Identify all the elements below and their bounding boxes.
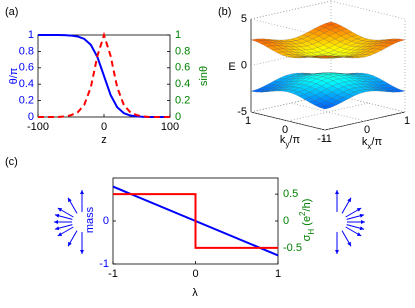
data-line (113, 193, 278, 249)
label-part: (e (301, 216, 313, 229)
z-tick-label: 0 (241, 59, 247, 71)
y2-axis-label: sinθ (198, 66, 210, 86)
z-axis-label: E (228, 61, 235, 73)
x-tick-label: 100 (161, 121, 179, 133)
y-axis-label: mass (84, 206, 96, 233)
arrow-head (54, 226, 60, 231)
panel-label: (c) (5, 156, 18, 168)
y-axis-label: ky/π (280, 134, 301, 149)
y2-tick-label: 0.2 (175, 95, 190, 107)
arrow-head (347, 197, 351, 203)
arrow-head (57, 232, 63, 236)
label-part: x (367, 142, 371, 151)
label-part: /π (371, 136, 382, 148)
y2-tick-label: 1 (175, 29, 181, 41)
box-edge (330, 0, 406, 20)
panel-label: (b) (218, 6, 231, 18)
y2-tick-label: -0.5 (283, 242, 302, 254)
surface-patch (319, 105, 331, 110)
arrow-fan (54, 190, 84, 254)
grid-line (250, 111, 326, 131)
y2-tick-label: 0.5 (283, 188, 298, 200)
arrow-head (80, 190, 84, 194)
surface-patch (319, 55, 331, 58)
y-tick-label: 0 (28, 111, 34, 123)
arrow-head (359, 213, 365, 218)
arrow-head (335, 250, 339, 254)
grid-line (250, 0, 332, 20)
y-tick-label: 0.2 (19, 95, 34, 107)
y2-tick-label: 0 (175, 111, 181, 123)
arrow-head (335, 190, 339, 194)
axes-box (250, 0, 406, 131)
label-part: k (280, 134, 286, 146)
arrow-head (361, 220, 365, 224)
y-tick-label: 0 (282, 124, 288, 136)
x-tick-label: 0 (192, 268, 198, 280)
x-tick-label: 0 (364, 124, 370, 136)
x-axis-label: λ (192, 287, 198, 299)
label-part: y (285, 140, 289, 149)
y-tick-label: -1 (99, 258, 109, 270)
x-tick-label: 0 (101, 121, 107, 133)
y-tick-label: 1 (245, 115, 251, 127)
data-line (38, 34, 170, 118)
arrow-head (54, 213, 60, 218)
x-tick-label: -1 (322, 133, 332, 145)
y2-tick-label: 0.6 (175, 62, 190, 74)
grid-line (290, 102, 366, 122)
label-part: 2 (298, 211, 307, 216)
y-tick-label: 0.8 (19, 45, 34, 57)
label-part: /π (289, 134, 300, 146)
arrow-head (347, 241, 351, 247)
x-axis-label: kx/π (362, 136, 383, 151)
y-tick-label: 0.4 (19, 78, 34, 90)
x-tick-label: -100 (27, 121, 49, 133)
z-tick-label: -5 (237, 106, 247, 118)
arrow-head (54, 220, 58, 224)
arrow-head (68, 197, 72, 203)
y-tick-label: -1 (317, 133, 327, 145)
x-tick-label: 1 (404, 115, 410, 127)
x-axis-label: z (101, 134, 107, 146)
arrow-head (57, 208, 63, 212)
surface (250, 21, 406, 110)
arrow-head (68, 241, 72, 247)
label-part: σ (301, 234, 313, 241)
arrow-head (356, 232, 362, 236)
y2-tick-label: 0.8 (175, 45, 190, 57)
x-tick-label: -1 (108, 268, 118, 280)
data-line (38, 31, 170, 118)
arrow-head (356, 208, 362, 212)
y-tick-label: 0.6 (19, 62, 34, 74)
label-part: H (307, 229, 316, 235)
y-tick-label: 1 (28, 29, 34, 41)
arrow-head (80, 250, 84, 254)
y-tick-label: 0 (103, 215, 109, 227)
label-part: /h) (301, 199, 313, 212)
arrow-head (359, 226, 365, 231)
arrow-fan (335, 190, 365, 254)
z-tick-label: 5 (241, 13, 247, 25)
panel-label: (a) (5, 6, 18, 18)
y-axis-label: θ/π (8, 67, 20, 84)
y2-axis-label: σH (e2/h) (298, 199, 316, 242)
y2-tick-label: 0 (283, 215, 289, 227)
y2-tick-label: 0.4 (175, 78, 190, 90)
x-tick-label: 1 (275, 268, 281, 280)
label-part: k (362, 136, 368, 148)
